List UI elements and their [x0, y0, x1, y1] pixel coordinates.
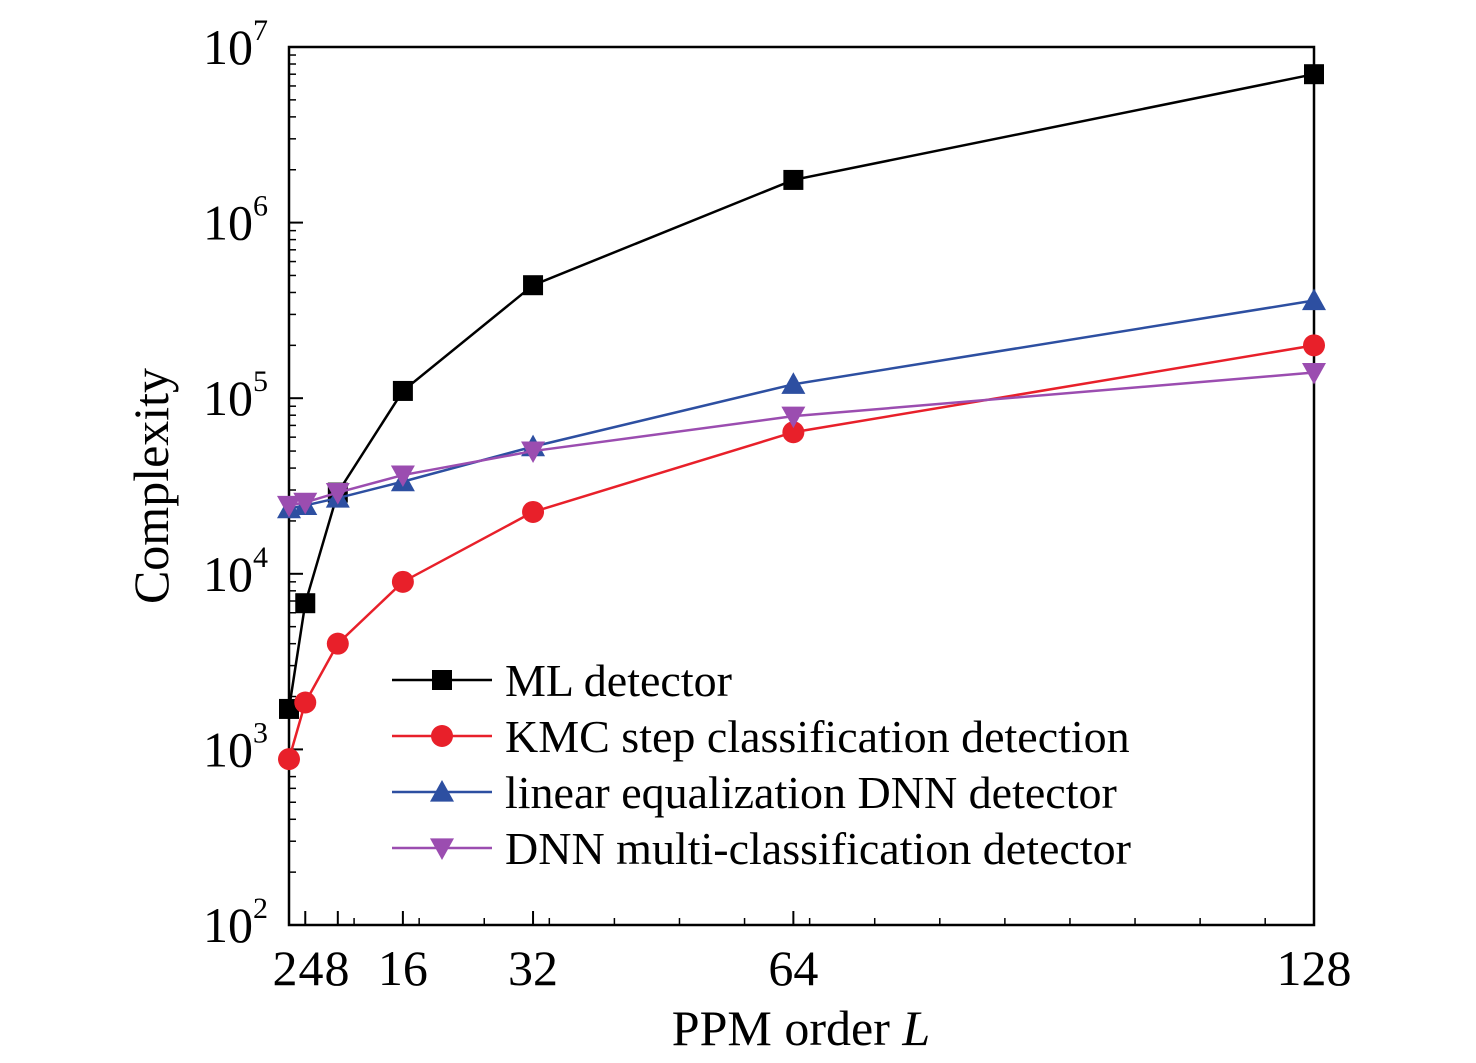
- y-tick-base: 10: [203, 370, 253, 426]
- data-point: [523, 275, 544, 296]
- x-tick-label: 8: [325, 940, 350, 996]
- data-point: [1302, 288, 1326, 311]
- legend-item: linear equalization DNN detector: [392, 767, 1117, 818]
- data-point: [1303, 334, 1325, 357]
- y-tick-label: 102: [203, 892, 268, 953]
- x-tick-label: 32: [508, 940, 558, 996]
- data-point: [293, 492, 318, 515]
- y-tick-label: 104: [203, 541, 268, 602]
- legend-swatch-marker: [431, 725, 453, 747]
- y-tick-base: 10: [203, 19, 253, 75]
- y-tick-base: 10: [203, 897, 253, 953]
- x-tick-label: 16: [378, 940, 428, 996]
- data-point: [294, 691, 317, 714]
- legend-label: ML detector: [505, 655, 732, 706]
- data-point: [783, 169, 804, 190]
- x-axis-title: PPM order L: [672, 1000, 930, 1056]
- data-point: [326, 632, 349, 655]
- y-tick-base: 10: [203, 546, 253, 602]
- series-3: [277, 288, 1326, 519]
- y-tick-label: 106: [203, 190, 268, 251]
- data-point: [781, 372, 806, 394]
- x-axis-ticks: 2 4 8 16 32 64 128: [273, 911, 1352, 996]
- x-tick-label: 4: [299, 940, 324, 996]
- legend-label: DNN multi-classification detector: [505, 823, 1131, 874]
- plot-border: [287, 45, 1316, 927]
- data-point: [781, 406, 806, 429]
- plot-frame: [287, 45, 1316, 927]
- y-tick-label: 107: [203, 14, 268, 75]
- series-4: [277, 362, 1326, 518]
- x-tick-label: 2: [273, 940, 298, 996]
- y-tick-label: 105: [203, 365, 268, 426]
- y-tick-exponent: 2: [253, 892, 268, 925]
- data-point: [295, 593, 316, 614]
- data-point: [277, 495, 301, 518]
- data-point: [279, 698, 299, 719]
- data-point: [782, 421, 805, 444]
- data-point: [391, 570, 414, 593]
- legend-item: ML detector: [392, 655, 732, 706]
- legend-swatch-marker: [430, 838, 454, 860]
- y-tick-exponent: 4: [253, 541, 268, 574]
- data-point: [521, 441, 546, 464]
- data-point: [1302, 362, 1326, 385]
- legend-label: linear equalization DNN detector: [505, 767, 1117, 818]
- y-axis-title: Complexity: [123, 368, 179, 604]
- y-tick-exponent: 6: [253, 190, 268, 223]
- series-line: [288, 299, 1315, 510]
- x-tick-label: 64: [768, 940, 818, 996]
- data-point: [390, 465, 415, 488]
- legend-swatch-marker: [430, 780, 454, 802]
- legend-swatch-marker: [432, 670, 452, 690]
- legend-item: KMC step classification detection: [392, 711, 1130, 762]
- data-point: [278, 748, 300, 771]
- x-tick-label: 128: [1277, 940, 1352, 996]
- series-2: [278, 334, 1325, 771]
- data-point: [392, 380, 413, 401]
- y-tick-exponent: 3: [253, 716, 268, 749]
- x-axis-title-variable: L: [901, 1000, 930, 1056]
- legend-label: KMC step classification detection: [505, 711, 1130, 762]
- y-tick-exponent: 7: [253, 14, 268, 47]
- data-point: [1304, 64, 1324, 85]
- series-layer: [277, 64, 1326, 771]
- data-point: [522, 500, 545, 523]
- y-tick-base: 10: [203, 721, 253, 777]
- y-tick-base: 10: [203, 195, 253, 251]
- x-axis-title-text: PPM order: [672, 1000, 890, 1056]
- legend-item: DNN multi-classification detector: [392, 823, 1131, 874]
- data-point: [325, 483, 350, 505]
- y-tick-exponent: 5: [253, 365, 268, 398]
- y-tick-label: 103: [203, 716, 268, 777]
